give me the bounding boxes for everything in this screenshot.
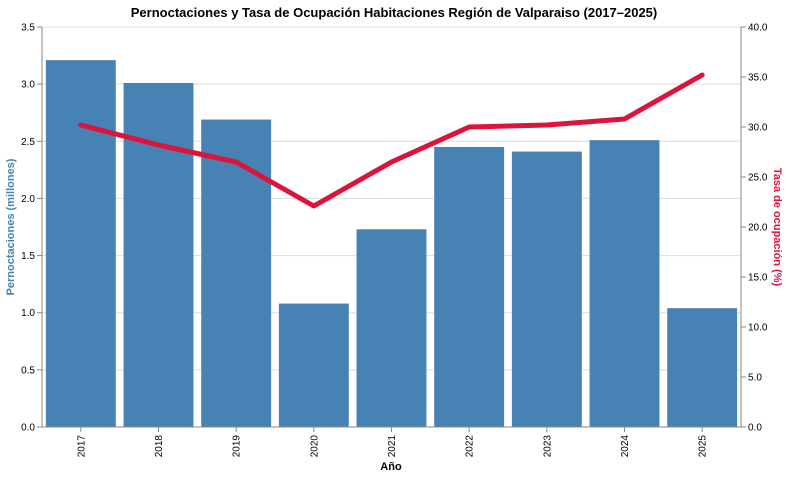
y-axis-right-title: Tasa de ocupación (%) — [771, 168, 783, 287]
bar — [123, 83, 194, 427]
y-left-tick-label: 2.0 — [21, 194, 35, 205]
y-right-tick-label: 10.0 — [748, 323, 768, 334]
bar — [667, 308, 738, 427]
bar — [434, 147, 505, 427]
chart-title: Pernoctaciones y Tasa de Ocupación Habit… — [131, 5, 657, 20]
y-right-tick-label: 35.0 — [748, 73, 768, 84]
occupancy-line — [78, 72, 705, 209]
y-right-tick-label: 30.0 — [748, 123, 768, 134]
x-axis-title: Año — [380, 461, 402, 473]
y-left-tick-label: 1.0 — [21, 308, 35, 319]
x-tick-label: 2025 — [698, 435, 709, 458]
y-right-tick-label: 40.0 — [748, 23, 768, 34]
y-left-tick-label: 2.5 — [21, 137, 35, 148]
x-tick-label: 2019 — [232, 435, 243, 458]
y-axis-left-title: Pernoctaciones (millones) — [5, 158, 17, 295]
y-right-tick-label: 20.0 — [748, 223, 768, 234]
y-left-tick-label: 0.5 — [21, 365, 35, 376]
x-tick-label: 2020 — [309, 435, 320, 458]
bar — [201, 119, 272, 428]
x-tick-label: 2017 — [76, 435, 87, 458]
axes: 0.0 0.5 1.0 1.5 2.0 2.5 3.0 3.5 0.0 5.0 10.0 15.0 20… — [21, 23, 768, 458]
y-left-tick-label: 3.0 — [21, 80, 35, 91]
y-left-tick-label: 1.5 — [21, 251, 35, 262]
y-right-tick-label: 15.0 — [748, 273, 768, 284]
bar — [45, 60, 116, 428]
y-right-tick-label: 5.0 — [748, 373, 762, 384]
y-left-tick-label: 0.0 — [21, 423, 35, 434]
line-series — [78, 72, 705, 209]
bar — [356, 229, 427, 427]
x-tick-label: 2023 — [542, 435, 553, 458]
x-tick-label: 2024 — [620, 435, 631, 458]
bar — [589, 140, 660, 427]
y-left-tick-label: 3.5 — [21, 23, 35, 34]
bar — [278, 303, 349, 427]
x-tick-label: 2022 — [465, 435, 476, 458]
y-right-tick-label: 25.0 — [748, 173, 768, 184]
x-tick-label: 2018 — [154, 435, 165, 458]
x-tick-label: 2021 — [387, 435, 398, 458]
y-right-tick-label: 0.0 — [748, 423, 762, 434]
bar — [511, 151, 582, 428]
